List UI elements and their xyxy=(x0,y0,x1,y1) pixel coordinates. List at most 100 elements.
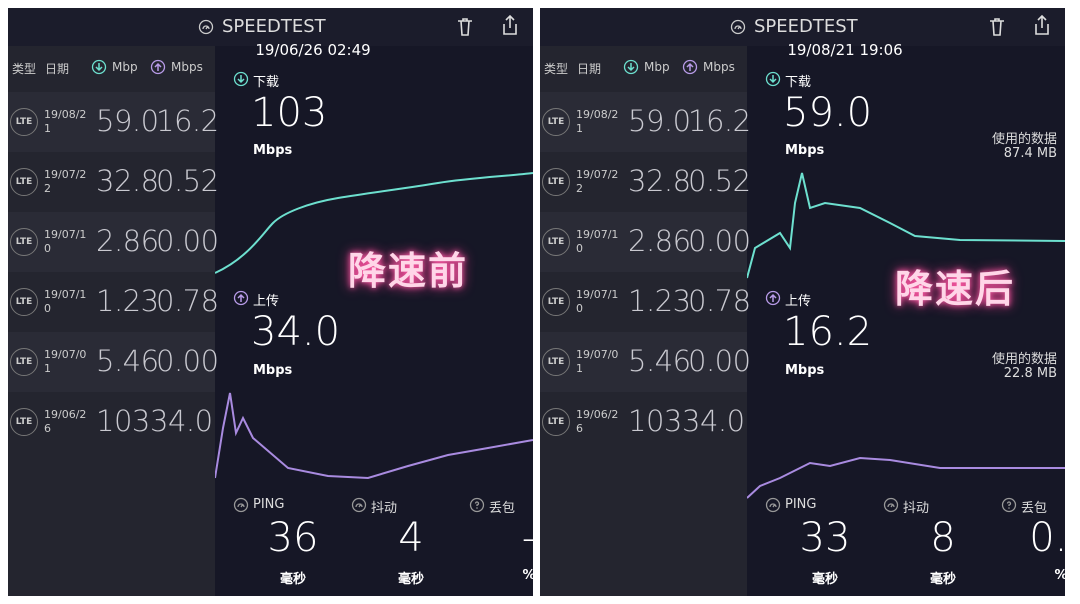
stat-value: 36 xyxy=(267,515,319,561)
history-row[interactable] xyxy=(540,152,747,212)
history-upload: 0.52 xyxy=(156,164,219,198)
connection-type: LTE xyxy=(10,228,38,256)
history-date: 19/06/26 xyxy=(576,408,619,435)
connection-type: LTE xyxy=(10,108,38,136)
download-icon xyxy=(233,71,249,91)
history-row[interactable] xyxy=(8,92,215,152)
download-icon xyxy=(91,59,107,79)
download-label: 下载 xyxy=(785,75,812,90)
stat-label: 丢包 xyxy=(489,501,516,516)
share-button[interactable] xyxy=(1032,14,1052,40)
stat-unit: 毫秒 xyxy=(279,572,307,587)
header-upload-unit: Mbps xyxy=(171,60,203,74)
upload-label: 上传 xyxy=(785,294,812,309)
stat-value: 4 xyxy=(398,515,424,561)
history-download: 2.86 xyxy=(628,224,691,258)
history-upload: 0.00 xyxy=(156,224,219,258)
upload-icon xyxy=(765,290,781,310)
upload-graph xyxy=(214,392,533,480)
history-row[interactable] xyxy=(540,392,747,452)
history-download: 103 xyxy=(96,404,150,438)
upload-unit: Mbps xyxy=(253,363,293,378)
upload-value: 34.0 xyxy=(251,309,341,355)
graphs xyxy=(746,172,1065,499)
header-upload-unit: Mbps xyxy=(703,60,735,74)
download-unit: Mbps xyxy=(785,143,825,158)
history-date: 19/07/22 xyxy=(576,168,619,195)
upload-label: 上传 xyxy=(253,294,280,309)
history-upload: 0.78 xyxy=(688,284,751,318)
delete-button[interactable] xyxy=(455,16,475,42)
connection-type: LTE xyxy=(542,228,570,256)
download-graph xyxy=(214,172,533,274)
connection-type: LTE xyxy=(10,408,38,436)
history-upload: 0.52 xyxy=(688,164,751,198)
header-download-unit: Mbp xyxy=(112,60,138,74)
history-upload: 34.0 xyxy=(150,404,213,438)
history-upload: 0.00 xyxy=(156,344,219,378)
stat-label: 抖动 xyxy=(371,501,398,516)
history-row[interactable] xyxy=(8,272,215,332)
history-upload: 0.00 xyxy=(688,224,751,258)
header-type: 类型 xyxy=(544,62,569,76)
delete-button[interactable] xyxy=(987,16,1007,42)
stat-icon xyxy=(233,497,249,517)
history-date: 19/07/10 xyxy=(44,288,87,315)
stat-label: PING xyxy=(785,497,817,512)
history-row[interactable] xyxy=(540,272,747,332)
history-download: 5.46 xyxy=(96,344,159,378)
data-used-value: 22.8 MB xyxy=(1003,366,1057,381)
history-download: 1.23 xyxy=(96,284,159,318)
history-row[interactable] xyxy=(540,92,747,152)
header-type: 类型 xyxy=(12,62,37,76)
stat-value: - xyxy=(522,515,533,561)
upload-icon xyxy=(233,290,249,310)
history-download: 59.0 xyxy=(96,104,159,138)
history-row[interactable] xyxy=(8,332,215,392)
upload-value: 16.2 xyxy=(783,309,873,355)
stat-value: 0.0 xyxy=(1029,515,1065,561)
history-row[interactable] xyxy=(540,332,747,392)
connection-type: LTE xyxy=(542,288,570,316)
download-icon xyxy=(623,59,639,79)
stat-value: 8 xyxy=(930,515,956,561)
connection-type: LTE xyxy=(10,288,38,316)
history-upload: 34.0 xyxy=(682,404,745,438)
data-used-label: 使用的数据 xyxy=(991,132,1057,147)
share-button[interactable] xyxy=(500,14,520,40)
timestamp: 19/08/21 19:06 xyxy=(787,41,903,59)
history-row[interactable] xyxy=(540,212,747,272)
history-date: 19/07/10 xyxy=(44,228,87,255)
download-label: 下载 xyxy=(253,75,280,90)
title-bar xyxy=(8,8,533,46)
stat-icon xyxy=(765,497,781,517)
stat-icon xyxy=(351,497,367,517)
stat-icon xyxy=(469,497,485,517)
history-date: 19/06/26 xyxy=(44,408,87,435)
stat-unit: 毫秒 xyxy=(811,572,839,587)
app-title: SPEEDTEST xyxy=(754,16,858,37)
history-row[interactable] xyxy=(8,392,215,452)
history-download: 1.23 xyxy=(628,284,691,318)
history-download: 5.46 xyxy=(628,344,691,378)
header-date: 日期 xyxy=(577,62,602,76)
graphs xyxy=(214,172,533,480)
app-title: SPEEDTEST xyxy=(222,16,326,37)
overlay-label: 降速前 xyxy=(348,249,469,293)
connection-type: LTE xyxy=(10,168,38,196)
history-date: 19/07/01 xyxy=(576,348,619,375)
history-download: 32.8 xyxy=(628,164,691,198)
download-icon xyxy=(765,71,781,91)
upload-icon xyxy=(682,59,698,79)
connection-type: LTE xyxy=(10,348,38,376)
connection-type: LTE xyxy=(542,348,570,376)
history-download: 2.86 xyxy=(96,224,159,258)
connection-type: LTE xyxy=(542,408,570,436)
stat-unit: 毫秒 xyxy=(929,572,957,587)
stat-value: 33 xyxy=(799,515,851,561)
history-row[interactable] xyxy=(8,152,215,212)
speedtest-logo xyxy=(198,19,214,39)
overlay-label: 降速后 xyxy=(895,267,1016,311)
history-upload: 0.78 xyxy=(156,284,219,318)
history-row[interactable] xyxy=(8,212,215,272)
